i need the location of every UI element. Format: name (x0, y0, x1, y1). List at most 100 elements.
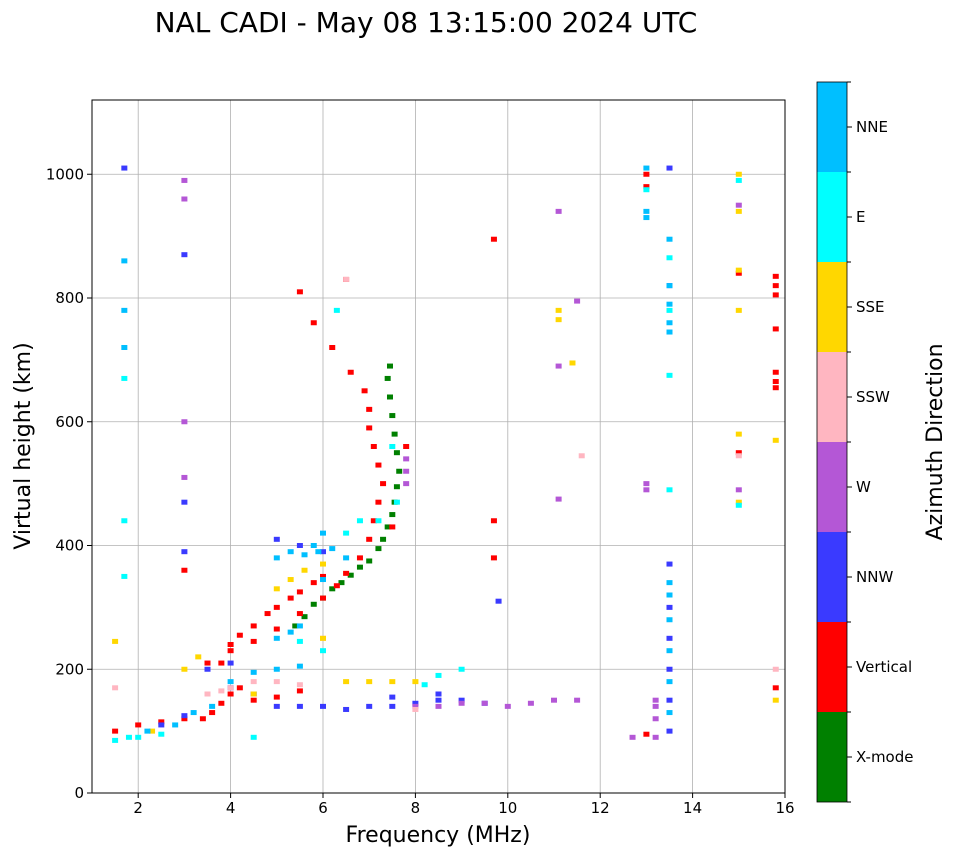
data-point-sse (735, 208, 742, 214)
data-point-w (412, 703, 419, 709)
data-point-ssw (227, 685, 234, 691)
data-point-w (551, 697, 557, 703)
data-point-nne (287, 629, 294, 635)
data-point-vertical (772, 273, 779, 279)
data-point-e (421, 682, 428, 688)
data-point-e (435, 672, 442, 678)
data-point-nne (666, 580, 673, 586)
data-point-w (652, 697, 659, 703)
data-point-x-mode (396, 468, 403, 474)
data-point-w (735, 202, 742, 208)
x-tick-label: 14 (683, 799, 702, 817)
data-point-nne (190, 710, 197, 716)
data-point-e (393, 499, 400, 505)
data-point-w (435, 703, 442, 709)
data-point-ssw (412, 706, 419, 712)
data-point-vertical (227, 691, 234, 697)
data-point-nne (315, 549, 322, 555)
data-point-ssw (772, 666, 779, 672)
data-point-w (181, 177, 188, 183)
data-point-vertical (329, 345, 336, 350)
data-point-w (555, 208, 562, 214)
colorbar-segment (817, 172, 847, 262)
data-point-vertical (772, 379, 779, 385)
x-tick-label: 10 (498, 799, 517, 817)
data-point-nne (666, 648, 673, 654)
data-point-sse (301, 567, 308, 573)
data-point-ssw (296, 682, 303, 688)
data-point-vertical (333, 583, 340, 589)
data-point-e (121, 573, 128, 579)
data-point-w (181, 196, 188, 202)
data-point-vertical (380, 481, 387, 487)
colorbar-segment (817, 532, 847, 622)
data-point-sse (735, 307, 742, 313)
data-point-x-mode (375, 546, 382, 552)
data-point-vertical (135, 722, 142, 728)
data-point-nne (666, 236, 673, 242)
data-point-sse (149, 728, 156, 734)
y-tick-label: 200 (55, 660, 84, 678)
data-point-sse (772, 697, 779, 703)
data-point-vertical (772, 283, 779, 289)
colorbar-segment (817, 262, 847, 352)
y-tick-label: 400 (55, 537, 84, 555)
data-point-nnw (181, 499, 188, 505)
data-point-e (250, 734, 257, 740)
colorbar-frame (816, 81, 848, 803)
colorbar-label: SSW (856, 388, 890, 406)
data-point-nne (643, 165, 650, 171)
data-point-x-mode (386, 394, 393, 400)
data-point-nnw (389, 703, 396, 709)
data-point-w (652, 703, 659, 709)
data-point-nne (273, 555, 280, 561)
data-point-x-mode (384, 524, 391, 530)
data-point-nnw (666, 561, 673, 567)
colorbar-label: NNE (856, 118, 888, 136)
data-point-nnw (227, 660, 234, 666)
data-point-nnw (435, 697, 442, 703)
data-point-nne (343, 555, 350, 561)
data-point-nnw (181, 252, 188, 258)
data-point-nne (144, 728, 151, 734)
data-point-vertical (218, 660, 225, 666)
y-tick-label: 1000 (46, 165, 84, 183)
data-point-ssw (250, 679, 257, 685)
data-point-e (458, 666, 465, 672)
data-point-vertical (236, 685, 243, 691)
x-tick-label: 6 (318, 799, 328, 817)
data-point-vertical (296, 611, 303, 617)
data-point-nne (296, 663, 303, 669)
y-tick-label: 0 (74, 784, 84, 802)
data-point-e (666, 487, 673, 493)
data-point-ssw (218, 688, 225, 694)
data-point-vertical (347, 369, 354, 375)
data-point-sse (195, 654, 202, 660)
data-point-vertical (772, 292, 779, 298)
data-point-sse (735, 431, 742, 437)
data-point-x-mode (389, 512, 396, 518)
data-point-e (643, 187, 650, 193)
data-point-sse (569, 360, 576, 366)
x-tick-label: 12 (591, 799, 610, 817)
data-point-vertical (273, 694, 280, 700)
data-point-x-mode (393, 484, 400, 490)
data-point-vertical (112, 728, 119, 734)
data-point-vertical (296, 289, 303, 295)
x-tick-label: 2 (133, 799, 143, 817)
x-tick-label: 8 (411, 799, 421, 817)
data-point-nne (250, 669, 257, 675)
data-point-nnw (666, 697, 673, 703)
x-axis-label: Frequency (MHz) (346, 823, 531, 848)
data-point-vertical (181, 716, 188, 722)
data-point-vertical (772, 369, 779, 375)
data-point-vertical (209, 710, 216, 716)
data-point-w (643, 481, 650, 487)
data-point-nne (320, 530, 326, 536)
data-point-e (666, 372, 673, 378)
data-point-e (121, 375, 128, 381)
data-points (112, 165, 779, 743)
data-point-vertical (287, 595, 294, 601)
data-point-e (125, 734, 132, 740)
